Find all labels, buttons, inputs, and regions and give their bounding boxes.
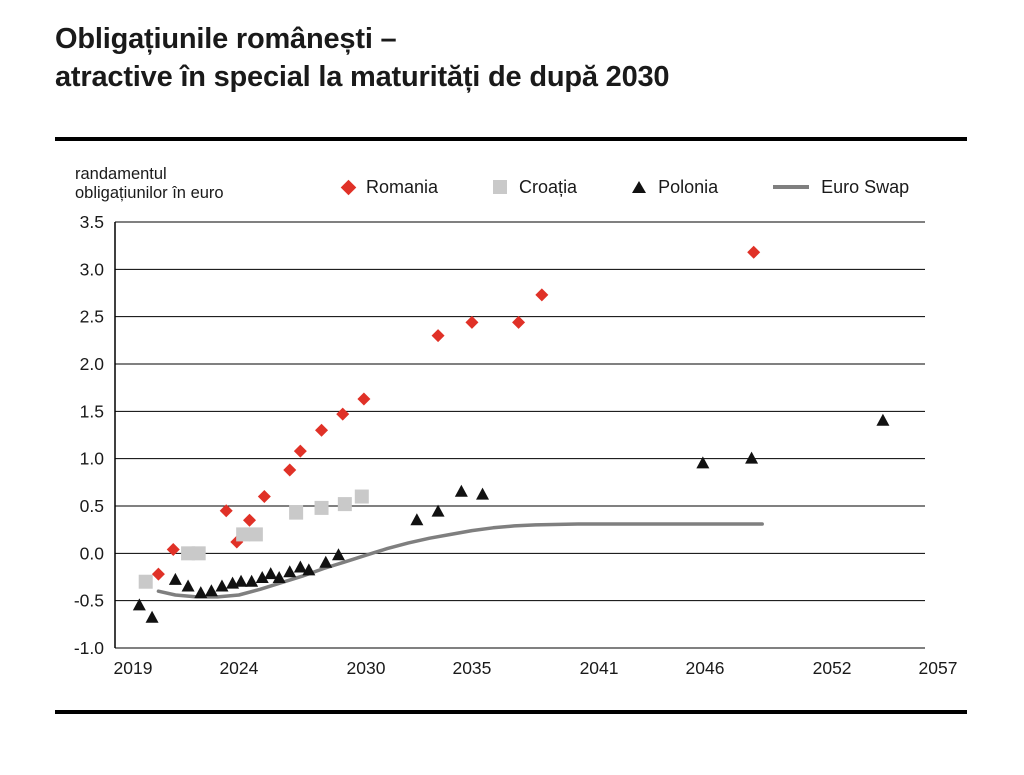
euro-swap-line — [156, 522, 764, 599]
bottom-divider — [55, 710, 967, 714]
y-tick-label: 2.5 — [80, 307, 104, 327]
y-axis-label-line2: obligațiunilor în euro — [75, 184, 224, 202]
polonia-point — [272, 570, 286, 583]
y-tick-label: 1.5 — [80, 401, 104, 421]
polonia-point — [204, 584, 218, 597]
line-marker-icon — [773, 185, 810, 189]
polonia-point — [476, 487, 490, 500]
legend-label-romania: Romania — [366, 176, 439, 197]
polonia-point — [168, 572, 182, 585]
y-tick-label: -1.0 — [74, 638, 104, 658]
y-axis-label-line1: randamentul — [75, 165, 167, 183]
croatia-point — [236, 527, 251, 542]
romania-point — [431, 329, 445, 343]
legend-item-romania: Romania — [340, 176, 439, 198]
polonia-point — [181, 579, 195, 592]
yield-scatter-chart: 3.5 3.0 2.5 2.0 1.5 1.0 0.5 0.0 -0.5 -1.0 2019 2024… — [74, 212, 958, 678]
y-tick-label: 0.0 — [80, 543, 105, 563]
x-tick-label: 2019 — [114, 658, 153, 678]
polonia-point — [255, 570, 269, 583]
x-tick-label: 2046 — [686, 658, 725, 678]
x-tick-label: 2057 — [919, 658, 958, 678]
page-title: Obligațiunile românești – atractive în s… — [55, 20, 670, 96]
polonia-point — [302, 563, 316, 576]
diamond-marker-icon — [340, 179, 357, 195]
polonia-point — [293, 560, 307, 573]
romania-point — [535, 288, 549, 302]
polonia-point — [145, 610, 159, 623]
polonia-point — [194, 586, 208, 599]
polonia-point — [410, 513, 424, 526]
y-tick-label: -0.5 — [74, 591, 104, 611]
romania-point — [151, 567, 165, 581]
croatia-point — [314, 500, 329, 515]
y-tick-label: 3.5 — [80, 212, 104, 232]
romania-point — [465, 315, 479, 329]
romania-point — [243, 513, 257, 527]
legend-label-croatia: Croația — [519, 176, 578, 197]
x-tick-label: 2024 — [219, 658, 258, 678]
romania-point — [257, 490, 271, 504]
polonia-point — [245, 574, 259, 587]
polonia-point — [215, 579, 229, 592]
x-tick-label: 2030 — [347, 658, 386, 678]
romania-point — [357, 392, 371, 406]
croatia-point — [191, 546, 206, 561]
polonia-point — [234, 574, 248, 587]
romania-point — [293, 444, 307, 458]
polonia-point — [696, 456, 710, 469]
x-tick-label: 2035 — [452, 658, 491, 678]
y-tick-label: 1.0 — [80, 449, 105, 469]
romania-point — [336, 407, 350, 421]
croatia-point — [289, 505, 304, 520]
polonia-point — [331, 548, 345, 561]
y-tick-label: 2.0 — [80, 354, 105, 374]
legend-label-polonia: Polonia — [658, 176, 719, 197]
legend-item-polonia: Polonia — [632, 177, 718, 198]
polonia-point — [431, 504, 445, 517]
page-title-line1: Obligațiunile românești – — [55, 23, 397, 55]
romania-point — [747, 245, 761, 259]
romania-point — [166, 543, 180, 557]
triangle-marker-icon — [632, 181, 647, 193]
croatia-point — [354, 489, 369, 504]
page-title-line2: atractive în special la maturități de du… — [55, 61, 670, 93]
romania-point — [512, 315, 526, 329]
x-tick-label: 2052 — [813, 658, 852, 678]
romania-point — [219, 504, 233, 518]
legend-label-euro-swap: Euro Swap — [821, 176, 910, 197]
polonia-point — [454, 484, 468, 497]
polonia-point — [319, 555, 333, 568]
y-tick-label: 0.5 — [80, 496, 104, 516]
croatia-point — [181, 546, 196, 561]
legend-item-croatia: Croația — [493, 177, 577, 198]
romania-point — [283, 463, 297, 477]
polonia-point — [264, 567, 278, 580]
croatia-point — [248, 527, 263, 542]
x-tick-label: 2041 — [580, 658, 619, 678]
croatia-point — [138, 574, 153, 589]
polonia-point — [745, 451, 759, 464]
top-divider — [55, 137, 967, 141]
y-axis-label: randamentul obligațiunilor în euro — [75, 165, 224, 203]
romania-point — [315, 423, 329, 437]
legend-item-euro-swap: Euro Swap — [773, 177, 909, 198]
y-tick-label: 3.0 — [80, 259, 105, 279]
square-marker-icon — [493, 180, 508, 194]
polonia-point — [132, 598, 146, 611]
polonia-point — [876, 413, 890, 426]
croatia-point — [337, 497, 352, 512]
polonia-point — [283, 565, 297, 578]
chart-legend: Romania Croația Polonia Euro Swap — [340, 172, 909, 202]
